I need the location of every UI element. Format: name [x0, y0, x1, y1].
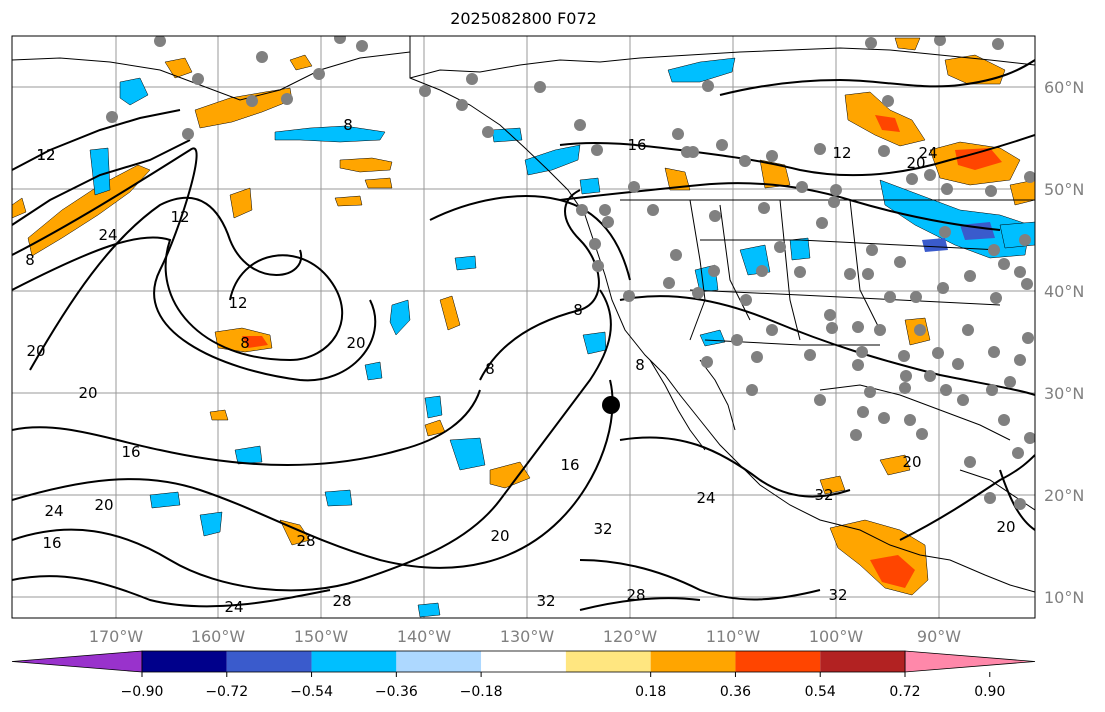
- colorbar-segment: [481, 651, 566, 672]
- colorbar-segment: [735, 651, 821, 672]
- contour-label: 24: [98, 226, 117, 244]
- contour-label: 20: [996, 518, 1015, 536]
- colorbar-segment: [820, 651, 905, 672]
- colorbar: −0.90 −0.72 −0.54 −0.36 −0.18 0.18 0.36 0.54 0.7…: [11, 650, 1036, 700]
- colorbar-tick-label: −0.36: [375, 684, 418, 700]
- colorbar-max-arrow: [904, 650, 1036, 673]
- contour-label: 8: [635, 356, 645, 374]
- contour-label: 8: [240, 334, 250, 352]
- contour-label: 20: [906, 154, 925, 172]
- contour-label: 24: [696, 489, 715, 507]
- colorbar-segment: [650, 651, 736, 672]
- longitude-labels: 170°W 160°W 150°W 140°W 130°W 120°W 110°W 100°W…: [89, 627, 961, 646]
- latitude-label: 30°N: [1044, 384, 1084, 403]
- contour-label: 20: [94, 496, 113, 514]
- contour-label: 12: [228, 294, 247, 312]
- contour-label: 12: [36, 146, 55, 164]
- latitude-labels: 60°N 50°N 40°N 30°N 20°N 10°N: [1044, 78, 1084, 607]
- colorbar-tick-label: −0.54: [290, 684, 333, 700]
- location-marker: [602, 396, 620, 414]
- colorbar-tick-label: −0.72: [205, 684, 248, 700]
- longitude-label: 110°W: [706, 627, 761, 646]
- contour-label: 24: [224, 598, 243, 616]
- latitude-label: 10°N: [1044, 588, 1084, 607]
- latitude-label: 40°N: [1044, 282, 1084, 301]
- colorbar-segment: [396, 651, 482, 672]
- contour-label: 16: [42, 534, 61, 552]
- longitude-label: 170°W: [89, 627, 144, 646]
- longitude-label: 130°W: [500, 627, 555, 646]
- contour-label: 8: [25, 251, 35, 269]
- contour-label: 12: [36, 146, 55, 164]
- contour-label: 32: [536, 592, 555, 610]
- latitude-label: 50°N: [1044, 180, 1084, 199]
- colorbar-tick-label: −0.18: [460, 684, 503, 700]
- colorbar-tick-label: 0.18: [635, 684, 666, 700]
- contour-label: 20: [78, 384, 97, 402]
- contour-label: 16: [121, 443, 140, 461]
- colorbar-tick-label: 0.54: [805, 684, 836, 700]
- contour-label: 8: [573, 301, 583, 319]
- contour-label: 20: [346, 334, 365, 352]
- longitude-label: 100°W: [809, 627, 864, 646]
- contour-label: 20: [490, 527, 509, 545]
- height-contours: [12, 59, 1035, 611]
- contour-label: 32: [814, 486, 833, 504]
- contour-label: 28: [626, 586, 645, 604]
- contour-label: 24: [918, 144, 937, 162]
- coastlines: [12, 36, 1035, 593]
- colorbar-tick-label: 0.36: [720, 684, 751, 700]
- colorbar-segment: [311, 651, 397, 672]
- longitude-label: 120°W: [603, 627, 658, 646]
- contour-label: 32: [828, 586, 847, 604]
- latitude-label: 60°N: [1044, 78, 1084, 97]
- contour-label: 12: [832, 144, 851, 162]
- contour-label: 8: [485, 360, 495, 378]
- latitude-label: 20°N: [1044, 486, 1084, 505]
- colorbar-min-arrow: [11, 650, 143, 673]
- longitude-label: 160°W: [191, 627, 246, 646]
- colorbar-tick-label: 0.72: [889, 684, 920, 700]
- contour-label: 16: [560, 456, 579, 474]
- colorbar-segment: [565, 651, 651, 672]
- contour-label: 12: [170, 208, 189, 226]
- contour-label: 20: [26, 342, 45, 360]
- contour-label: 8: [343, 116, 353, 134]
- longitude-label: 140°W: [397, 627, 452, 646]
- colorbar-tick-label: 0.90: [974, 684, 1005, 700]
- contour-label: 28: [332, 592, 351, 610]
- station-markers: [106, 36, 1035, 510]
- contour-label: 20: [902, 453, 921, 471]
- longitude-label: 150°W: [294, 627, 349, 646]
- colorbar-tick-label: −0.90: [121, 684, 164, 700]
- map-frame: [11, 35, 1036, 619]
- colorbar-segment: [226, 651, 312, 672]
- map-title: 2025082800 F072: [450, 9, 597, 28]
- longitude-label: 90°W: [917, 627, 961, 646]
- contour-label: 16: [627, 136, 646, 154]
- contour-label: 32: [593, 520, 612, 538]
- colorbar-segment: [142, 651, 227, 672]
- contour-label: 28: [296, 532, 315, 550]
- contour-label: 24: [44, 502, 63, 520]
